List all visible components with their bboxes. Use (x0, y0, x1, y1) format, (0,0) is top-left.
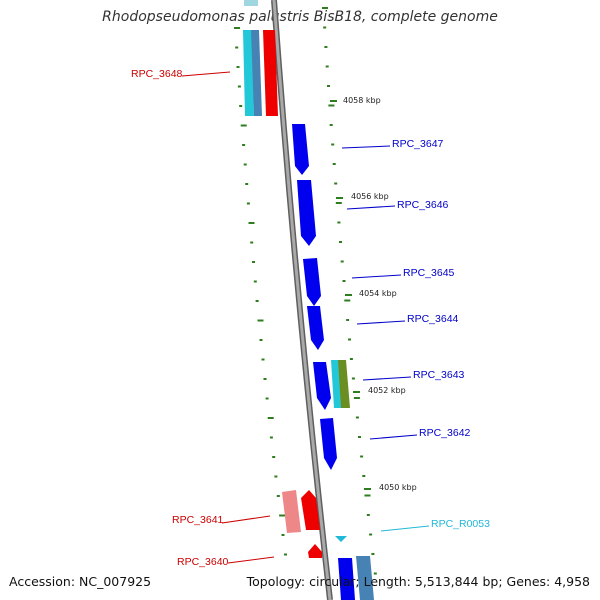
gene-label[interactable]: RPC_3642 (419, 427, 471, 439)
gene-fragment-top[interactable] (244, 0, 258, 6)
gene-label[interactable]: RPC_3648 (131, 68, 183, 80)
leader-rpc3642 (369, 434, 418, 440)
leader-rpc3643 (362, 376, 412, 381)
gene-rpc3646[interactable] (297, 180, 316, 246)
reverse-strand-genes (292, 124, 374, 600)
leader-rpc3647 (341, 145, 391, 149)
gene-label[interactable]: RPC_3640 (177, 556, 229, 568)
label-leader-lines (181, 71, 430, 564)
leader-rpc3648 (181, 71, 231, 77)
inner-tick-ring (234, 27, 287, 556)
gene-rpc3640[interactable] (308, 544, 322, 558)
gene-rpc3641[interactable] (301, 490, 320, 530)
backbone (271, 0, 333, 600)
genome-summary-text: Topology: circular; Length: 5,513,844 bp… (246, 574, 590, 589)
scale-label: 4054 kbp (359, 289, 397, 298)
gene-labels: RPC_3648 RPC_3647 RPC_3646 RPC_3645 RPC_… (131, 68, 490, 568)
gene-rpc3648[interactable] (263, 30, 278, 116)
gene-bottom-blue[interactable] (338, 558, 355, 600)
gene-olive-rpc3643-region[interactable] (338, 360, 350, 408)
scale-label: 4056 kbp (351, 192, 389, 201)
gene-bottom-steel[interactable] (356, 556, 374, 600)
scale-label: 4050 kbp (379, 483, 417, 492)
gene-label[interactable]: RPC_3645 (403, 267, 455, 279)
backbone-outline (271, 0, 333, 600)
gene-cyan-rpc3648-region[interactable] (243, 30, 254, 116)
genome-title: Rhodopseudomonas palustris BisB18, compl… (102, 9, 498, 25)
gene-label[interactable]: RPC_R0053 (431, 518, 490, 530)
scale-label: 4058 kbp (343, 96, 381, 105)
gene-label[interactable]: RPC_3641 (172, 514, 224, 526)
gene-rpc3641-light[interactable] (282, 490, 301, 533)
gene-rpc3645[interactable] (303, 258, 321, 306)
gene-label[interactable]: RPC_3646 (397, 199, 449, 211)
backbone-line (272, 0, 332, 600)
leader-rpc-r0053 (380, 525, 430, 532)
forward-strand-genes (243, 0, 322, 558)
gene-label[interactable]: RPC_3647 (392, 138, 444, 150)
gene-label[interactable]: RPC_3644 (407, 313, 459, 325)
leader-rpc3641 (221, 515, 271, 524)
gene-rpc-r0053[interactable] (335, 536, 347, 542)
scale-label: 4052 kbp (368, 386, 406, 395)
outer-tick-ring (322, 7, 377, 575)
gene-rpc3643[interactable] (313, 362, 331, 410)
leader-rpc3640 (227, 556, 275, 564)
scale-labels: 4058 kbp 4056 kbp 4054 kbp 4052 kbp 4050… (330, 96, 417, 492)
gene-steel-rpc3648-region[interactable] (251, 30, 262, 116)
gene-label[interactable]: RPC_3643 (413, 369, 465, 381)
leader-rpc3644 (356, 320, 406, 325)
gene-rpc3644[interactable] (307, 306, 324, 350)
leader-rpc3646 (346, 205, 396, 210)
accession-text: Accession: NC_007925 (9, 574, 152, 589)
gene-rpc3642[interactable] (320, 418, 337, 470)
leader-rpc3645 (351, 274, 402, 279)
gene-rpc3647[interactable] (292, 124, 309, 175)
